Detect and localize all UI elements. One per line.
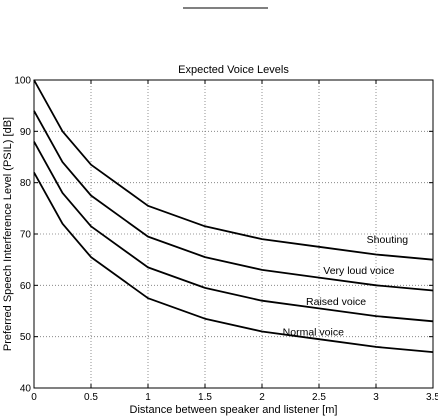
series-group: [33, 79, 434, 353]
y-tick-label: 40: [20, 384, 32, 395]
x-axis-label: Distance between speaker and listener [m…: [130, 404, 338, 416]
y-tick-label: 50: [20, 332, 32, 343]
annotation-normal-voice: Normal voice: [283, 327, 344, 339]
x-tick-label: 0: [31, 392, 37, 403]
series-annotations: Shouting Very loud voice Raised voice Norma…: [283, 234, 409, 338]
chart-title: Expected Voice Levels: [178, 64, 289, 76]
y-tick-label: 80: [20, 178, 32, 189]
y-tick-label: 70: [20, 230, 32, 241]
y-axis-label: Preferred Speech Interference Level (PSI…: [2, 117, 14, 351]
annotation-shouting: Shouting: [367, 234, 409, 246]
series-line-very-loud-voice: [33, 110, 434, 292]
x-tick-label: 0.5: [84, 392, 98, 403]
x-tick-label: 1.5: [198, 392, 212, 403]
y-tick-label: 100: [14, 76, 31, 87]
x-tick-label: 2.5: [312, 392, 326, 403]
x-tick-label: 1: [145, 392, 151, 403]
series-line-raised-voice: [33, 141, 434, 323]
series-line-normal-voice: [33, 171, 434, 353]
annotation-very-loud-voice: Very loud voice: [323, 265, 394, 277]
series-line-shouting: [33, 79, 434, 261]
x-tick-label: 3: [373, 392, 379, 403]
annotation-raised-voice: Raised voice: [306, 296, 366, 308]
x-tick-label: 2: [259, 392, 265, 403]
y-tick-label: 60: [20, 281, 32, 292]
y-tick-label: 90: [20, 127, 32, 138]
axis-ticks: [33, 79, 434, 389]
tick-labels: 0 0.5 1 1.5 2 2.5 3 3.5 40 50 60 70 80 90 100: [14, 76, 438, 404]
x-tick-label: 3.5: [426, 392, 438, 403]
